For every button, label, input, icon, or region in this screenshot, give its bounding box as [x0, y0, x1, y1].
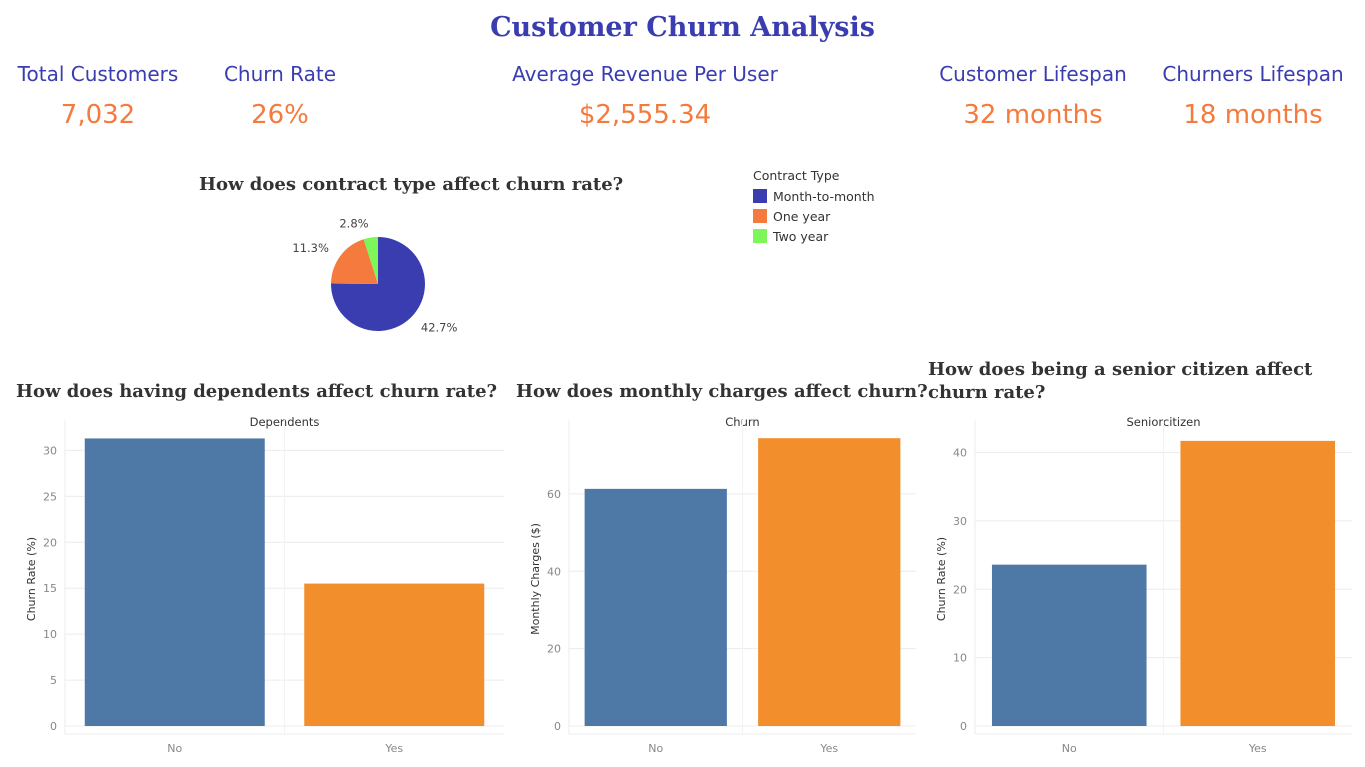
y-tick-label: 40 [953, 447, 967, 460]
kpi-label: Total Customers [17, 62, 179, 86]
kpi-churn-rate: Churn Rate 26% [200, 62, 360, 130]
x-tick-label: No [167, 742, 182, 755]
dependents-question: How does having dependents affect churn … [16, 381, 498, 402]
y-axis-label: Churn Rate (%) [25, 537, 38, 621]
legend-label: One year [773, 208, 831, 224]
kpi-churners-lifespan: Churners Lifespan 18 months [1150, 62, 1356, 130]
legend-label: Month-to-month [773, 188, 875, 204]
kpi-value: 7,032 [60, 100, 136, 130]
y-tick-label: 0 [50, 720, 57, 733]
y-tick-label: 0 [554, 720, 561, 733]
y-tick-label: 25 [43, 490, 57, 503]
kpi-value: 18 months [1183, 100, 1323, 130]
y-tick-label: 0 [960, 720, 967, 733]
kpi-label: Average Revenue Per User [512, 62, 778, 86]
x-tick-label: Yes [819, 742, 838, 755]
legend-swatch [753, 209, 767, 223]
y-tick-label: 15 [43, 582, 57, 595]
bar-yes [1180, 440, 1336, 726]
legend-swatch [753, 189, 767, 203]
kpi-customer-lifespan: Customer Lifespan 32 months [930, 62, 1136, 130]
y-tick-label: 20 [547, 643, 561, 656]
x-tick-label: No [648, 742, 663, 755]
y-tick-label: 5 [50, 674, 57, 687]
bar-yes [758, 438, 901, 726]
bar-yes [304, 583, 485, 726]
legend-item[interactable]: Two year [753, 226, 875, 246]
contract-legend: Contract Type Month-to-month One year Two … [753, 168, 875, 246]
y-tick-label: 30 [953, 515, 967, 528]
kpi-value: 32 months [963, 100, 1103, 130]
pie-slice-label: 2.8% [339, 217, 368, 231]
kpi-label: Customer Lifespan [939, 62, 1127, 86]
x-tick-label: No [1062, 742, 1077, 755]
x-tick-label: Yes [384, 742, 403, 755]
legend-item[interactable]: One year [753, 206, 875, 226]
pie-slice-label: 42.7% [421, 320, 458, 334]
x-tick-label: Yes [1248, 742, 1267, 755]
pie-slice-two-year [363, 237, 378, 284]
kpi-value: 26% [251, 100, 309, 130]
pie-slice-one-year [331, 239, 378, 284]
legend-swatch [753, 229, 767, 243]
kpi-label: Churn Rate [223, 62, 337, 86]
y-tick-label: 10 [953, 652, 967, 665]
kpi-arpu: Average Revenue Per User $2,555.34 [490, 62, 800, 130]
y-tick-label: 20 [953, 583, 967, 596]
contract-pie-chart: 42.7% 11.3% 2.8% [292, 217, 458, 335]
monthly-question: How does monthly charges affect churn? [516, 381, 928, 402]
bar-no [991, 564, 1147, 726]
senior-question: How does being a senior citizen affect c… [928, 359, 1313, 403]
bar-no [84, 438, 265, 726]
contract-question: How does contract type affect churn rate… [199, 174, 624, 195]
y-axis-label: Monthly Charges ($) [529, 523, 542, 635]
legend-item[interactable]: Month-to-month [753, 186, 875, 206]
kpi-value: $2,555.34 [578, 100, 712, 130]
y-tick-label: 40 [547, 565, 561, 578]
page-title: Customer Churn Analysis [490, 12, 875, 43]
legend-label: Two year [773, 228, 829, 244]
kpi-total-customers: Total Customers 7,032 [10, 62, 186, 130]
kpi-label: Churners Lifespan [1162, 62, 1344, 86]
bar-no [584, 488, 727, 726]
y-tick-label: 60 [547, 488, 561, 501]
y-axis-label: Churn Rate (%) [935, 537, 948, 621]
pie-slice-label: 11.3% [292, 241, 329, 255]
y-tick-label: 20 [43, 536, 57, 549]
y-tick-label: 10 [43, 628, 57, 641]
legend-title: Contract Type [753, 168, 840, 183]
y-tick-label: 30 [43, 444, 57, 457]
